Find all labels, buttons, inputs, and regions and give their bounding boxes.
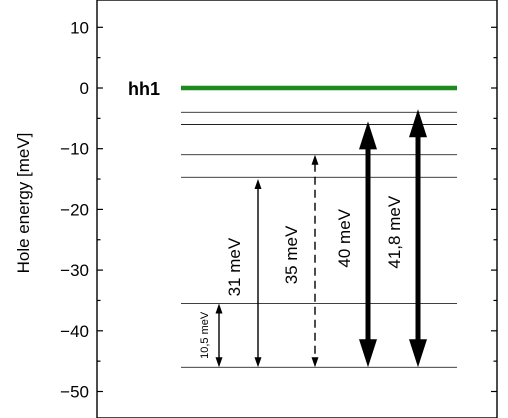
- transition-arrowhead-down: [409, 339, 427, 368]
- transition-arrowhead-up: [254, 179, 262, 190]
- y-tick-label: 0: [80, 79, 89, 98]
- transition-arrowhead-up: [215, 303, 223, 314]
- transition-label: 41,8 meV: [385, 195, 404, 268]
- y-tick-label: −20: [60, 200, 89, 219]
- transition-label: 31 meV: [225, 237, 244, 296]
- transition-label: 35 meV: [282, 225, 301, 284]
- transition-arrowhead-up: [409, 109, 427, 138]
- transition-arrowhead-down: [311, 357, 319, 368]
- y-tick-label: −30: [60, 261, 89, 280]
- y-tick-label: −40: [60, 322, 89, 341]
- y-tick-label: 10: [70, 18, 89, 37]
- transition-arrowhead-up: [359, 121, 377, 150]
- y-tick-label: −10: [60, 140, 89, 159]
- plot-frame: [96, 0, 498, 418]
- y-axis-title: Hole energy [meV]: [14, 133, 33, 274]
- transition-arrowhead-down: [254, 357, 262, 368]
- transition-arrowhead-down: [215, 357, 223, 368]
- transition-arrowhead-down: [359, 339, 377, 368]
- transition-arrowhead-up: [311, 154, 319, 165]
- transition-label: 10,5 meV: [199, 311, 211, 359]
- transition-label: 40 meV: [335, 208, 354, 267]
- y-tick-label: −50: [60, 383, 89, 402]
- hh1-label: hh1: [128, 79, 160, 99]
